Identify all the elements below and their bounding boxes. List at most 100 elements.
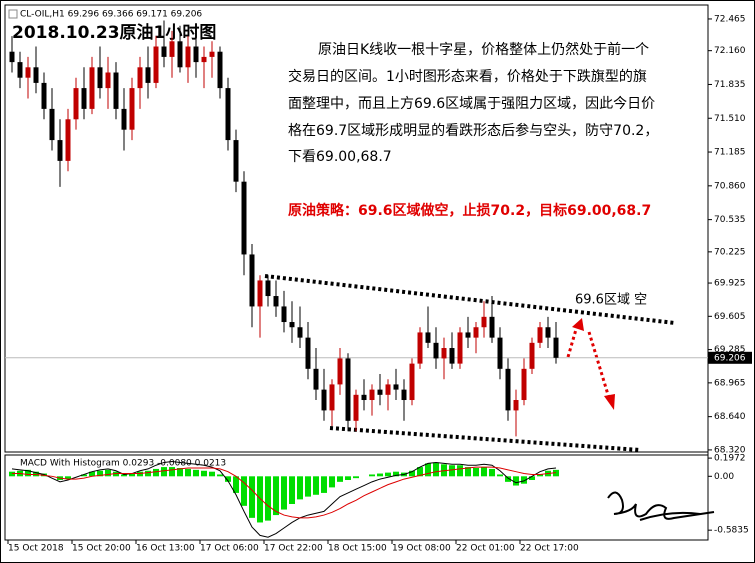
candle-body <box>193 46 199 63</box>
candle-body <box>529 342 535 369</box>
y-tick-label: 68.320 <box>714 445 746 455</box>
candle-body <box>441 348 447 359</box>
arrow-head <box>572 318 584 331</box>
histogram-bar <box>281 476 287 510</box>
candle-body <box>241 181 247 255</box>
histogram-bar <box>121 474 127 477</box>
candle-body <box>329 384 335 411</box>
histogram-bar <box>257 476 263 523</box>
y-tick-label: 0.1972 <box>714 454 746 464</box>
y-tick-label: 69.605 <box>714 312 746 322</box>
histogram-bar <box>521 476 527 484</box>
last-price-box <box>708 351 752 364</box>
histogram-bar <box>169 467 175 477</box>
candle-body <box>233 140 239 182</box>
histogram-bar <box>457 465 463 477</box>
candle-body <box>313 368 319 390</box>
y-tick-label: 69.285 <box>714 345 746 355</box>
histogram-bar <box>217 474 223 477</box>
x-tick-label: 17 Oct 06:00 <box>200 544 259 554</box>
histogram-bar <box>193 469 199 477</box>
y-tick-label: 71.510 <box>714 114 746 124</box>
candle-body <box>393 384 399 390</box>
candle-body <box>9 51 15 63</box>
histogram-bar <box>305 476 311 497</box>
candle-body <box>553 337 559 358</box>
histogram-bar <box>369 474 375 477</box>
candle-body <box>473 327 479 338</box>
histogram-bar <box>337 476 343 482</box>
histogram-bar <box>225 476 231 482</box>
candle-body <box>41 82 47 109</box>
candle-body <box>297 327 303 338</box>
histogram-bar <box>329 476 335 488</box>
histogram-bar <box>65 476 71 480</box>
histogram-bar <box>513 476 519 486</box>
histogram-bar <box>289 476 295 504</box>
histogram-bar <box>209 471 215 477</box>
histogram-bar <box>81 474 87 477</box>
histogram-bar <box>409 470 415 477</box>
candle-body <box>137 67 143 89</box>
candle-body <box>369 389 375 401</box>
candle-body <box>361 394 367 401</box>
histogram-bar <box>249 476 255 518</box>
paragraph-line: 格在69.7区域形成明显的看跌形态后参与空头，防守70.2， <box>288 122 658 139</box>
candle-body <box>249 254 255 307</box>
histogram-bar <box>25 469 31 477</box>
y-tick-label: 70.535 <box>714 215 746 225</box>
candle-body <box>265 280 271 297</box>
candle-body <box>281 306 287 323</box>
candle-body <box>481 316 487 328</box>
arrows <box>566 325 611 399</box>
resistance-line <box>264 274 676 325</box>
x-tick-label: 15 Oct 2018 <box>8 544 64 554</box>
macd-label: MACD With Histogram 0.0293 -0.0080 0.021… <box>20 459 226 469</box>
candle-body <box>25 67 31 78</box>
candle-body <box>177 41 183 68</box>
histogram-bar <box>433 462 439 477</box>
y-tick-label: 72.160 <box>714 46 746 56</box>
histogram-bar <box>297 476 303 500</box>
histogram-bar <box>129 473 135 477</box>
macd-line <box>12 466 557 519</box>
histogram-bar <box>497 474 503 477</box>
histogram-bar <box>161 467 167 477</box>
candle-body <box>321 389 327 411</box>
histogram-bar <box>425 463 431 477</box>
candle-body <box>17 62 23 78</box>
strategy: 原油策略：69.6区域做空，止损70.2，目标69.00,68.7 <box>288 202 651 219</box>
candle-body <box>345 358 351 421</box>
histogram-bar <box>529 476 535 480</box>
signature <box>607 491 715 521</box>
histogram-bar <box>97 470 103 477</box>
title: 2018.10.23原油1小时图 <box>12 22 216 43</box>
candle-body <box>97 67 103 89</box>
candle-body <box>497 337 503 369</box>
paragraph-line: 原油日K线收一根十字星，价格整体上仍然处于前一个 <box>318 41 649 58</box>
histogram-bar <box>185 468 191 477</box>
candle-body <box>377 389 383 395</box>
histogram-bar <box>233 476 239 493</box>
histogram-bar <box>145 470 151 477</box>
candle-body <box>513 400 519 411</box>
candle-body <box>489 316 495 338</box>
histogram-bar <box>105 469 111 477</box>
paragraph-line: 下看69.00,68.7 <box>288 149 392 165</box>
histogram-bar <box>353 476 359 479</box>
histogram-bar <box>153 468 159 477</box>
annotation: 69.6区域 空 <box>575 293 647 308</box>
paragraph-line: 面整理中，而且上方69.6区域属于强阻力区域，因此今日价 <box>288 96 655 112</box>
candle-body <box>225 88 231 141</box>
histogram-bar <box>321 476 327 493</box>
histogram-bar <box>89 471 95 477</box>
histogram-bar <box>313 476 319 495</box>
x-tick-label: 19 Oct 08:00 <box>392 544 451 554</box>
candle-body <box>305 337 311 369</box>
candle-body <box>409 363 415 401</box>
candle-body <box>161 46 167 57</box>
histogram-bar <box>377 473 383 477</box>
candle-body <box>89 67 95 109</box>
candle-body <box>169 41 175 57</box>
candle-body <box>385 384 391 395</box>
